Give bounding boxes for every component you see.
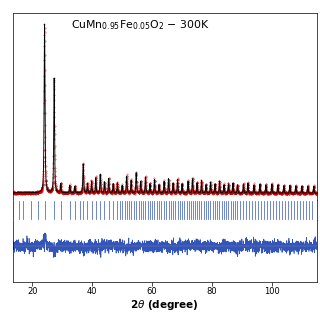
Text: CuMn$_{0.95}$Fe$_{0.05}$O$_2$ $-$ 300K: CuMn$_{0.95}$Fe$_{0.05}$O$_2$ $-$ 300K	[71, 19, 210, 32]
X-axis label: 2$\theta$ (degree): 2$\theta$ (degree)	[130, 298, 199, 312]
